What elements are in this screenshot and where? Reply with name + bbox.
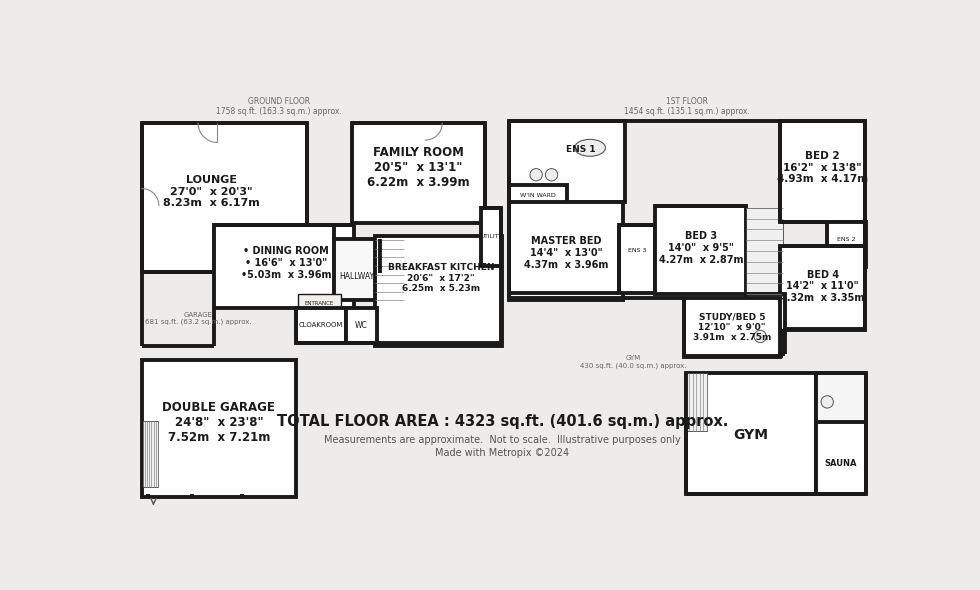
Bar	[214, 225, 354, 308]
Bar	[747, 208, 783, 294]
Bar	[333, 239, 380, 300]
Circle shape	[821, 396, 833, 408]
Text: Measurements are approximate.  Not to scale.  Illustrative purposes only: Measurements are approximate. Not to sca…	[323, 435, 681, 445]
Text: CLOAKROOM: CLOAKROOM	[299, 322, 343, 328]
Ellipse shape	[574, 139, 606, 156]
Text: W'IN WARD: W'IN WARD	[520, 193, 556, 198]
Text: BED 3
14'0"  x 9'5"
4.27m  x 2.87m: BED 3 14'0" x 9'5" 4.27m x 2.87m	[659, 231, 743, 265]
Bar	[686, 373, 708, 431]
Bar	[298, 294, 341, 313]
Text: • DINING ROOM
• 16'6"  x 13'0"
•5.03m  x 3.96m: • DINING ROOM • 16'6" x 13'0" •5.03m x 3…	[241, 247, 331, 280]
Bar	[656, 205, 747, 294]
Text: MASTER BED
14'4"  x 13'0"
4.37m  x 3.96m: MASTER BED 14'4" x 13'0" 4.37m x 3.96m	[524, 237, 609, 270]
Text: Made with Metropix ©2024: Made with Metropix ©2024	[435, 448, 569, 458]
Bar	[747, 294, 785, 352]
Text: BED 4
14'2"  x 11'0"
4.32m  x 3.35m: BED 4 14'2" x 11'0" 4.32m x 3.35m	[780, 270, 864, 303]
Text: ENS 3: ENS 3	[628, 248, 646, 253]
Bar	[142, 123, 308, 272]
Text: GYM: GYM	[733, 428, 768, 442]
Text: 1ST FLOOR
1454 sq.ft. (135.1 sq.m.) approx.: 1ST FLOOR 1454 sq.ft. (135.1 sq.m.) appr…	[624, 97, 750, 116]
Bar	[686, 373, 816, 494]
Text: ENS 2: ENS 2	[837, 237, 856, 242]
Bar	[352, 123, 484, 223]
Bar	[143, 421, 158, 487]
Bar	[815, 373, 865, 422]
Text: ENS 1: ENS 1	[566, 145, 596, 153]
Bar	[510, 202, 623, 300]
Bar	[375, 237, 503, 346]
Text: SAUNA: SAUNA	[824, 459, 857, 468]
Bar	[684, 298, 780, 357]
Text: FAMILY ROOM
20'5"  x 13'1"
6.22m  x 3.99m: FAMILY ROOM 20'5" x 13'1" 6.22m x 3.99m	[367, 146, 469, 189]
Text: DOUBLE GARAGE
24'8"  x 23'8"
7.52m  x 7.21m: DOUBLE GARAGE 24'8" x 23'8" 7.52m x 7.21…	[163, 401, 275, 444]
Bar	[481, 208, 502, 266]
Bar	[510, 185, 567, 206]
Circle shape	[754, 330, 766, 343]
Text: BED 2
16'2"  x 13'8"
4.93m  x 4.17m: BED 2 16'2" x 13'8" 4.93m x 4.17m	[777, 151, 868, 184]
Bar	[510, 121, 624, 202]
Text: GARAGE
681 sq.ft. (63.2 sq.m.) approx.: GARAGE 681 sq.ft. (63.2 sq.m.) approx.	[145, 312, 252, 326]
Text: HALLWAY: HALLWAY	[339, 273, 374, 281]
Bar	[815, 421, 865, 494]
Bar	[296, 308, 346, 343]
Bar	[618, 225, 656, 293]
Bar	[780, 121, 865, 222]
Bar	[142, 359, 296, 497]
Text: ENTRANCE: ENTRANCE	[305, 301, 334, 306]
Text: TOTAL FLOOR AREA : 4323 sq.ft. (401.6 sq.m.) approx.: TOTAL FLOOR AREA : 4323 sq.ft. (401.6 sq…	[276, 414, 728, 429]
Circle shape	[530, 169, 542, 181]
Bar	[375, 240, 405, 300]
Text: GROUND FLOOR
1758 sq.ft. (163.3 sq.m.) approx.: GROUND FLOOR 1758 sq.ft. (163.3 sq.m.) a…	[216, 97, 342, 116]
Circle shape	[546, 169, 558, 181]
Text: UTILITY: UTILITY	[480, 234, 502, 239]
Bar	[780, 247, 865, 330]
Bar	[346, 308, 376, 343]
Bar	[827, 222, 865, 267]
Text: WC: WC	[355, 321, 368, 330]
Text: STUDY/BED 5
12'10"  x 9'0"
3.91m  x 2.75m: STUDY/BED 5 12'10" x 9'0" 3.91m x 2.75m	[693, 313, 771, 342]
Text: BREAKFAST KITCHEN
20'6"  x 17'2"
6.25m  x 5.23m: BREAKFAST KITCHEN 20'6" x 17'2" 6.25m x …	[388, 263, 495, 293]
Text: GYM
430 sq.ft. (40.0 sq.m.) approx.: GYM 430 sq.ft. (40.0 sq.m.) approx.	[580, 355, 686, 369]
Text: LOUNGE
27'0"  x 20'3"
8.23m  x 6.17m: LOUNGE 27'0" x 20'3" 8.23m x 6.17m	[163, 175, 260, 208]
